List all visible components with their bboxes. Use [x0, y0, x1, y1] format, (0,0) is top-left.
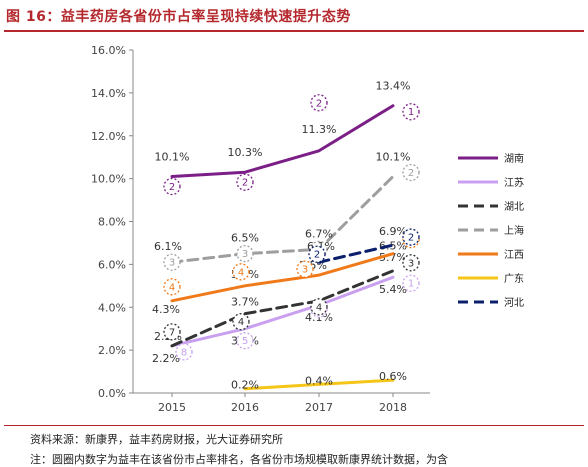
rank-number: 3 [302, 265, 308, 276]
rank-circle [236, 245, 254, 263]
data-label: 5.7% [379, 251, 407, 264]
data-label: 0.2% [231, 379, 259, 392]
series-line-广东 [243, 378, 395, 391]
x-tick-label: 2016 [231, 401, 259, 414]
y-tick-label: 8.0% [98, 216, 126, 229]
legend-label: 河北 [504, 297, 524, 309]
y-tick-label: 0.0% [98, 387, 126, 400]
series-line-湖北 [170, 269, 395, 348]
footer-divider [4, 425, 584, 426]
data-label: 0.6% [379, 370, 407, 383]
rank-circle [163, 278, 181, 296]
line-chart: 0.0% 2.0% 4.0% 6.0% 8.0% 10.0% 12.0% 14.0% 16.0%… [91, 44, 524, 414]
rank-circle [402, 103, 420, 121]
data-label: 4.3% [152, 303, 180, 316]
footnote: 注：圆圈内数字为益丰在该省份市占率排名，各省份市场规模取新康界统计数据，为含 [30, 453, 448, 466]
rank-circle [163, 253, 181, 271]
x-tick-label: 2018 [379, 401, 407, 414]
data-label: 3.7% [231, 296, 259, 309]
rank-number: 1 [408, 107, 414, 118]
rank-circle [296, 260, 314, 278]
rank-number: 2 [242, 178, 248, 189]
rank-circle [232, 313, 250, 331]
data-label: 6.9% [379, 225, 407, 238]
y-tick-label: 4.0% [98, 301, 126, 314]
data-label: 10.3% [228, 146, 263, 159]
data-label: 11.3% [302, 123, 337, 136]
rank-circle [402, 274, 420, 292]
rank-circle [236, 173, 254, 191]
rank-circle [310, 298, 328, 316]
rank-circle [163, 177, 181, 196]
legend-label: 江西 [504, 249, 524, 261]
legend-label: 湖南 [504, 152, 524, 165]
rank-number: 1 [408, 279, 414, 290]
rank-circle [402, 254, 420, 272]
title-divider [4, 30, 584, 32]
rank-number: 2 [169, 182, 175, 193]
series-line-湖南 [170, 104, 395, 178]
rank-circle [402, 228, 420, 246]
y-tick-label: 10.0% [91, 173, 126, 186]
rank-number: 3 [169, 258, 175, 269]
rank-circle [236, 332, 254, 350]
y-tick-label: 16.0% [91, 44, 126, 57]
x-tick-label: 2017 [305, 401, 333, 414]
series-line-河北 [317, 243, 395, 264]
rank-number: 3 [408, 258, 414, 269]
data-label: 6.5% [379, 240, 407, 253]
rank-number: 3 [242, 249, 248, 260]
data-label: 10.1% [376, 150, 411, 163]
rank-number: 8 [181, 347, 187, 358]
rank-number: 2 [316, 98, 322, 109]
legend-label: 江苏 [504, 176, 524, 189]
chart-title: 图 16：益丰药房各省份市占率呈现持续快速提升态势 [6, 9, 351, 25]
data-label: 0.4% [305, 374, 333, 387]
y-tick-label: 14.0% [91, 87, 126, 100]
series-line-上海 [170, 174, 395, 264]
rank-circle [175, 343, 193, 361]
rank-number: 4 [169, 282, 175, 293]
data-label: 2.2% [152, 352, 180, 365]
rank-number: 2 [408, 233, 414, 244]
rank-number: 7 [169, 327, 175, 338]
rank-circle [163, 323, 181, 341]
rank-number: 2 [314, 250, 320, 261]
rank-circle [402, 163, 420, 182]
rank-circle [310, 94, 328, 112]
series-line-江苏 [170, 275, 395, 348]
y-tick-label: 2.0% [98, 344, 126, 357]
rank-number: 5 [242, 336, 248, 347]
y-tick-label: 6.0% [98, 258, 126, 271]
data-label: 6.7% [305, 227, 333, 240]
rank-circle [232, 263, 250, 281]
y-tick-label: 12.0% [91, 130, 126, 143]
data-label: 6.5% [231, 232, 259, 245]
rank-number: 4 [238, 267, 244, 278]
legend-label: 广东 [504, 272, 524, 285]
source-note: 资料来源：新康界，益丰药房财报，光大证券研究所 [30, 433, 283, 446]
rank-number: 2 [408, 168, 414, 179]
data-label: 13.4% [376, 80, 411, 93]
legend-label: 上海 [504, 224, 524, 237]
x-tick-label: 2015 [158, 401, 186, 414]
rank-number: 4 [316, 302, 322, 313]
rank-circle [308, 245, 326, 263]
series-line-江西 [170, 252, 395, 303]
data-label: 5.4% [379, 283, 407, 296]
data-label: 6.1% [154, 240, 182, 253]
legend-label: 湖北 [504, 201, 524, 213]
data-label: 10.1% [155, 150, 190, 163]
rank-number: 4 [238, 317, 244, 328]
